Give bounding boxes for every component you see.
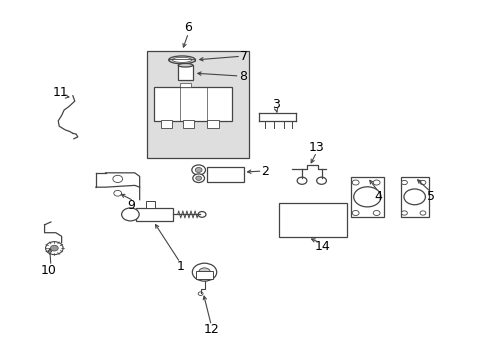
Text: 8: 8 (239, 69, 247, 82)
Bar (136, 208, 172, 221)
Circle shape (191, 165, 205, 175)
Circle shape (401, 180, 407, 185)
Circle shape (403, 189, 425, 205)
Bar (182, 120, 194, 128)
Bar (206, 167, 243, 182)
Circle shape (122, 208, 139, 221)
Circle shape (297, 177, 306, 184)
Text: 13: 13 (308, 141, 324, 154)
Text: 14: 14 (314, 240, 330, 253)
Circle shape (114, 190, 122, 196)
Circle shape (316, 177, 326, 184)
Bar (400, 177, 428, 217)
Ellipse shape (172, 57, 191, 62)
Bar (350, 177, 383, 217)
Circle shape (45, 242, 63, 255)
Circle shape (192, 263, 216, 281)
Circle shape (372, 211, 379, 216)
Circle shape (351, 211, 358, 216)
Bar (178, 65, 192, 80)
Ellipse shape (178, 63, 192, 67)
Text: 4: 4 (374, 190, 382, 203)
Text: 10: 10 (41, 264, 56, 277)
Circle shape (198, 268, 210, 276)
Circle shape (192, 174, 204, 183)
Text: 12: 12 (203, 323, 219, 336)
Text: 5: 5 (426, 190, 434, 203)
Bar (278, 203, 346, 237)
Text: 3: 3 (272, 98, 280, 111)
Circle shape (419, 180, 425, 185)
Text: 1: 1 (176, 260, 183, 273)
Circle shape (113, 175, 122, 183)
Circle shape (401, 211, 407, 215)
Circle shape (195, 176, 201, 180)
Ellipse shape (168, 56, 195, 64)
Circle shape (198, 292, 203, 296)
Circle shape (50, 245, 58, 251)
Bar (146, 201, 155, 208)
Circle shape (353, 187, 380, 207)
Text: 2: 2 (261, 165, 268, 177)
Circle shape (351, 180, 358, 185)
Circle shape (372, 180, 379, 185)
Bar (147, 51, 249, 158)
Circle shape (195, 167, 202, 172)
Bar (179, 83, 191, 87)
Circle shape (419, 211, 425, 215)
Circle shape (198, 212, 205, 217)
Bar (195, 271, 213, 279)
Bar (154, 87, 232, 121)
Text: 9: 9 (127, 199, 135, 212)
Bar (160, 120, 172, 128)
Text: 11: 11 (52, 86, 68, 99)
Bar (206, 120, 218, 128)
Text: 7: 7 (239, 50, 247, 63)
Text: 6: 6 (184, 21, 192, 34)
